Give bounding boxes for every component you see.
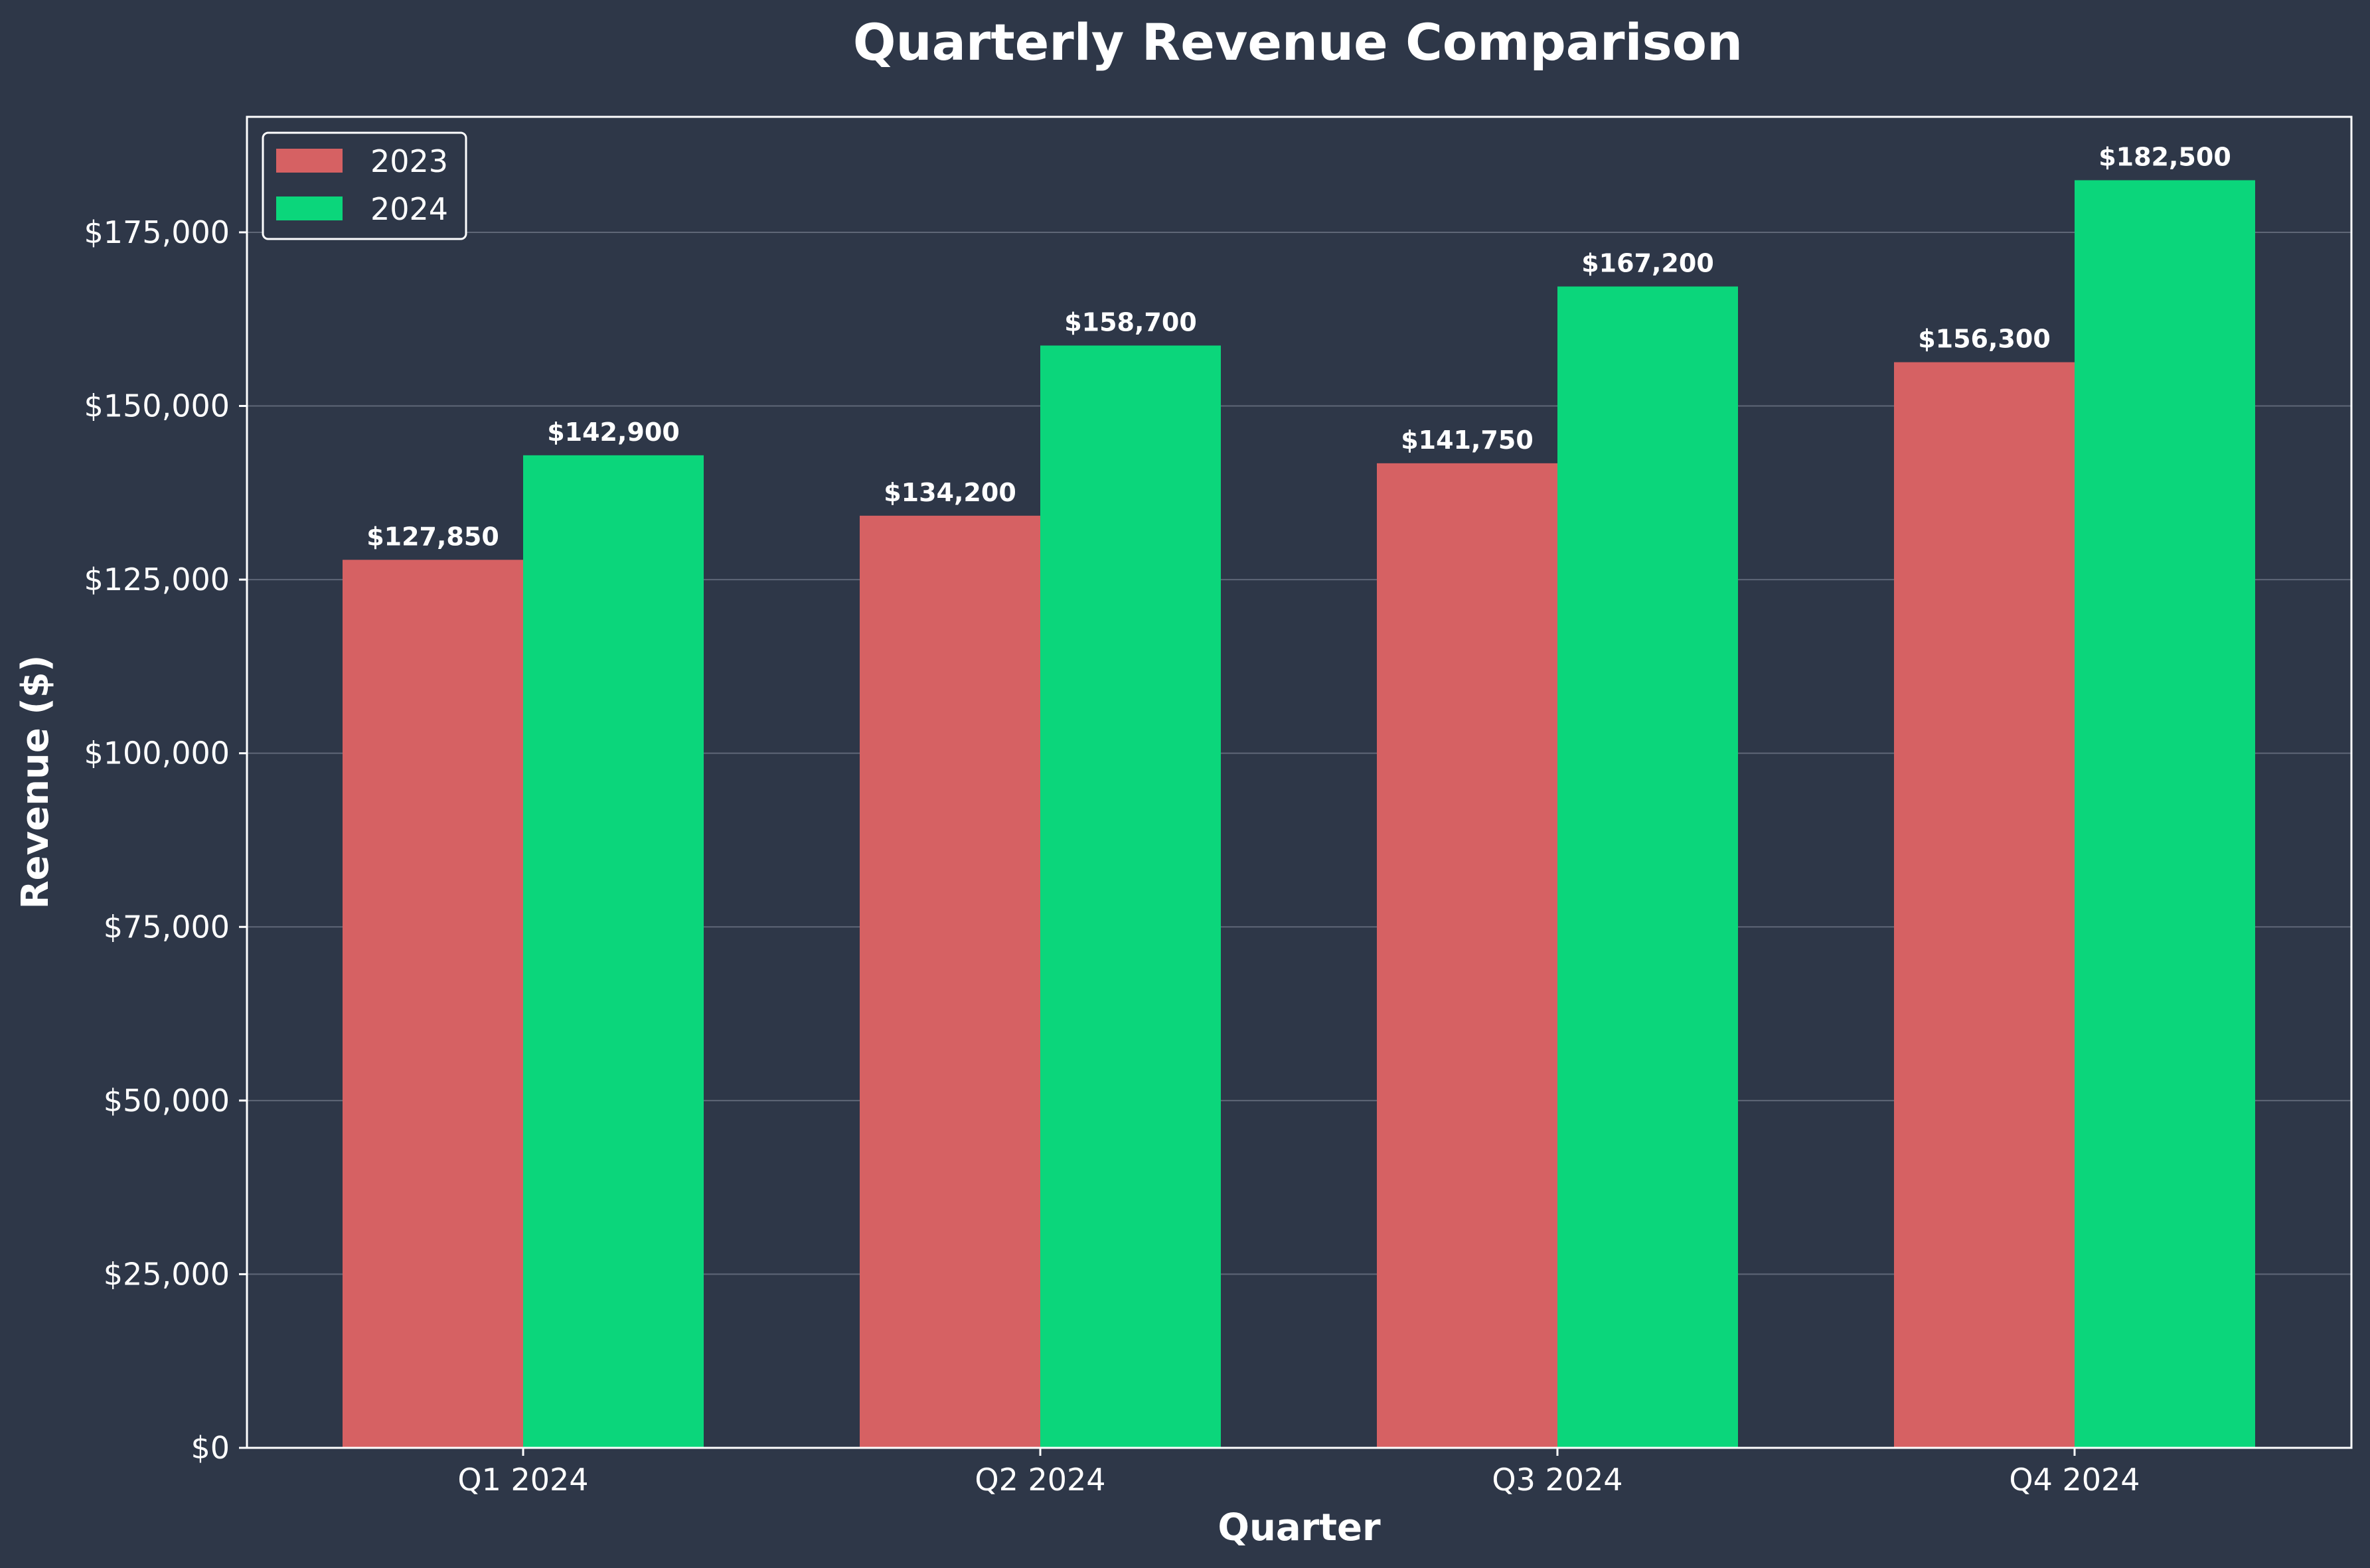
x-tick-label: Q3 2024 (1492, 1462, 1622, 1498)
y-tick-label: $175,000 (84, 214, 230, 250)
bar-value-label: $127,850 (366, 522, 499, 551)
bar-2024-q3-2024 (1557, 286, 1738, 1449)
legend-label-2024: 2024 (370, 191, 448, 227)
chart-title: Quarterly Revenue Comparison (853, 13, 1743, 72)
y-tick-label: $150,000 (84, 388, 230, 424)
legend-swatch-2024 (276, 196, 343, 220)
bar-value-label: $142,900 (547, 418, 680, 447)
bar-2024-q1-2024 (523, 455, 704, 1449)
bar-2023-q3-2024 (1377, 463, 1557, 1448)
bar-2024-q4-2024 (2075, 180, 2255, 1448)
x-tick-label: Q2 2024 (975, 1462, 1105, 1498)
bar-value-label: $156,300 (1918, 325, 2051, 354)
bar-value-label: $182,500 (2098, 142, 2231, 171)
y-axis-ticks: $0 $25,000 $50,000 $75,000 $100,000 $125,000 $… (84, 214, 247, 1466)
bar-2024-q2-2024 (1040, 345, 1221, 1448)
legend-swatch-2023 (276, 149, 343, 173)
bar-2023-q2-2024 (860, 515, 1040, 1448)
plot-area-frame (246, 116, 2353, 1449)
y-tick-label: $0 (191, 1430, 230, 1466)
legend: 2023 2024 (262, 131, 467, 240)
x-axis-ticks: Q1 2024 Q2 2024 Q3 2024 Q4 2024 (457, 1448, 2140, 1498)
bars (343, 180, 2255, 1449)
legend-label-2023: 2023 (370, 143, 448, 179)
bar-value-label: $167,200 (1581, 249, 1714, 278)
y-tick-label: $75,000 (104, 909, 230, 945)
y-tick-label: $50,000 (104, 1083, 230, 1119)
bar-2023-q4-2024 (1894, 362, 2075, 1448)
x-axis-label: Quarter (1218, 1506, 1381, 1549)
bar-value-label: $158,700 (1064, 307, 1197, 337)
x-tick-label: Q1 2024 (457, 1462, 588, 1498)
bar-value-label: $141,750 (1401, 426, 1534, 455)
x-tick-label: Q4 2024 (2009, 1462, 2140, 1498)
bar-value-labels: $127,850 $142,900 $134,200 $158,700 $141,750… (366, 142, 2231, 551)
y-tick-label: $125,000 (84, 562, 230, 597)
y-tick-label: $25,000 (104, 1256, 230, 1292)
bar-2023-q1-2024 (343, 560, 523, 1448)
y-axis-label: Revenue ($) (14, 655, 57, 909)
y-tick-label: $100,000 (84, 736, 230, 771)
bar-value-label: $134,200 (884, 478, 1016, 507)
